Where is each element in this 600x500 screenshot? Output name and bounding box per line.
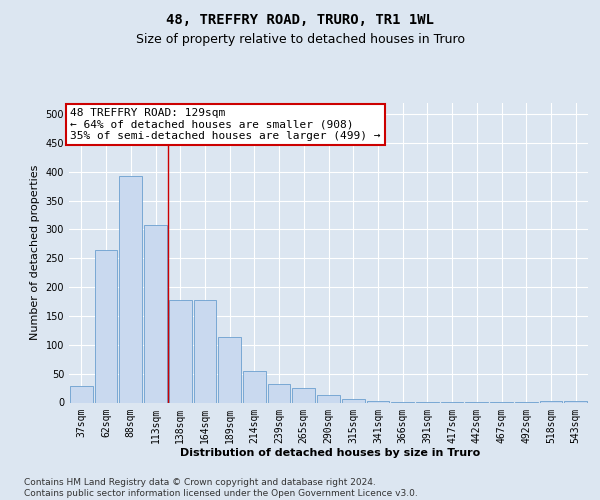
Text: Contains HM Land Registry data © Crown copyright and database right 2024.
Contai: Contains HM Land Registry data © Crown c… — [24, 478, 418, 498]
Bar — [243, 371, 266, 402]
Text: Size of property relative to detached houses in Truro: Size of property relative to detached ho… — [136, 32, 464, 46]
Text: 48 TREFFRY ROAD: 129sqm
← 64% of detached houses are smaller (908)
35% of semi-d: 48 TREFFRY ROAD: 129sqm ← 64% of detache… — [70, 108, 381, 142]
Bar — [292, 388, 315, 402]
Bar — [95, 250, 118, 402]
Y-axis label: Number of detached properties: Number of detached properties — [30, 165, 40, 340]
Bar — [194, 300, 216, 402]
Bar — [342, 399, 365, 402]
Bar — [268, 384, 290, 402]
Bar — [539, 401, 562, 402]
Text: Distribution of detached houses by size in Truro: Distribution of detached houses by size … — [180, 448, 480, 458]
Bar — [218, 338, 241, 402]
Bar — [367, 401, 389, 402]
Bar — [169, 300, 191, 402]
Bar — [144, 225, 167, 402]
Text: 48, TREFFRY ROAD, TRURO, TR1 1WL: 48, TREFFRY ROAD, TRURO, TR1 1WL — [166, 12, 434, 26]
Bar — [70, 386, 93, 402]
Bar — [317, 395, 340, 402]
Bar — [119, 176, 142, 402]
